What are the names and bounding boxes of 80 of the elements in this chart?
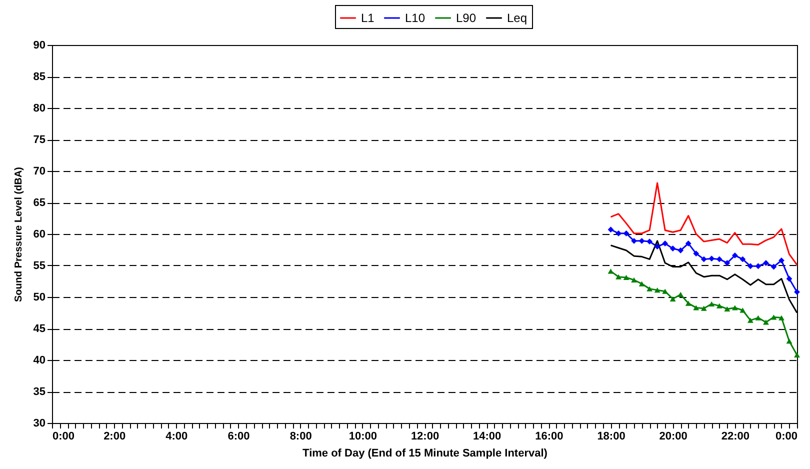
point	[763, 320, 769, 325]
y-tick-label: 55	[33, 260, 46, 272]
point	[616, 230, 622, 236]
point	[700, 256, 707, 262]
point	[708, 301, 715, 306]
point	[794, 352, 800, 358]
point	[747, 318, 754, 323]
point	[608, 226, 614, 233]
x-tick-label: 8:00	[290, 430, 312, 442]
y-tick-label: 80	[33, 102, 46, 114]
point	[755, 315, 762, 320]
point	[678, 292, 684, 298]
y-tick-label: 30	[33, 418, 46, 430]
legend-label: L10	[405, 11, 426, 25]
point	[724, 306, 730, 312]
y-tick-label: 65	[33, 197, 46, 209]
x-tick-label: 18:00	[597, 430, 626, 442]
line-series	[610, 182, 798, 266]
point	[700, 306, 707, 311]
x-tick-label: 2:00	[104, 430, 126, 442]
point	[786, 338, 792, 344]
point	[670, 296, 676, 302]
point	[631, 238, 637, 244]
x-axis-title: Time of Day (End of 15 Minute Sample Interval)	[302, 448, 548, 460]
x-tick-label: 22:00	[721, 430, 750, 442]
point	[794, 289, 800, 295]
y-tick-label: 45	[33, 323, 46, 335]
point	[654, 288, 660, 293]
legend-label: L1	[361, 11, 375, 25]
point	[631, 277, 637, 283]
point	[678, 247, 684, 254]
point	[740, 256, 746, 262]
point	[778, 258, 784, 264]
point	[654, 244, 660, 250]
y-tick-label: 50	[33, 292, 46, 304]
x-tick-label: 4:00	[166, 430, 188, 442]
point	[724, 260, 730, 266]
y-tick-label: 60	[33, 228, 46, 240]
x-tick-label: 12:00	[410, 430, 440, 442]
y-tick-label: 75	[33, 134, 46, 146]
point	[778, 315, 784, 320]
point	[662, 240, 668, 246]
point	[646, 238, 653, 245]
point	[638, 238, 645, 244]
point	[670, 246, 676, 252]
point	[693, 305, 700, 310]
x-tick-label: 20:00	[659, 430, 688, 442]
point	[685, 240, 692, 246]
x-tick-label: 16:00	[535, 430, 564, 442]
point	[693, 250, 700, 256]
legend-label: Leq	[507, 11, 528, 25]
y-tick-label: 90	[33, 40, 46, 52]
point	[770, 314, 777, 320]
point	[685, 300, 692, 306]
x-tick-label: 6:00	[228, 430, 250, 442]
y-axis-title: Sound Pressure Level (dBA)	[13, 166, 24, 302]
y-tick-label: 35	[33, 386, 46, 398]
point	[646, 286, 653, 292]
point	[716, 303, 722, 308]
point	[740, 308, 746, 313]
point	[623, 274, 630, 280]
point	[708, 256, 715, 262]
point	[608, 268, 614, 274]
point	[763, 260, 769, 266]
x-tick-label: 0:00	[775, 430, 798, 442]
x-tick-label: 0:00	[52, 430, 75, 442]
point	[732, 252, 738, 258]
y-tick-label: 85	[33, 71, 46, 83]
point	[716, 256, 722, 262]
x-tick-label: 10:00	[348, 430, 377, 442]
point	[755, 263, 762, 270]
legend-label: L90	[456, 11, 476, 25]
point	[623, 230, 630, 236]
y-tick-label: 40	[33, 354, 46, 366]
y-tick-label: 70	[33, 166, 46, 178]
x-tick-label: 14:00	[473, 430, 502, 442]
point	[638, 281, 645, 286]
point	[616, 274, 622, 280]
point	[747, 263, 754, 270]
point	[732, 305, 738, 310]
